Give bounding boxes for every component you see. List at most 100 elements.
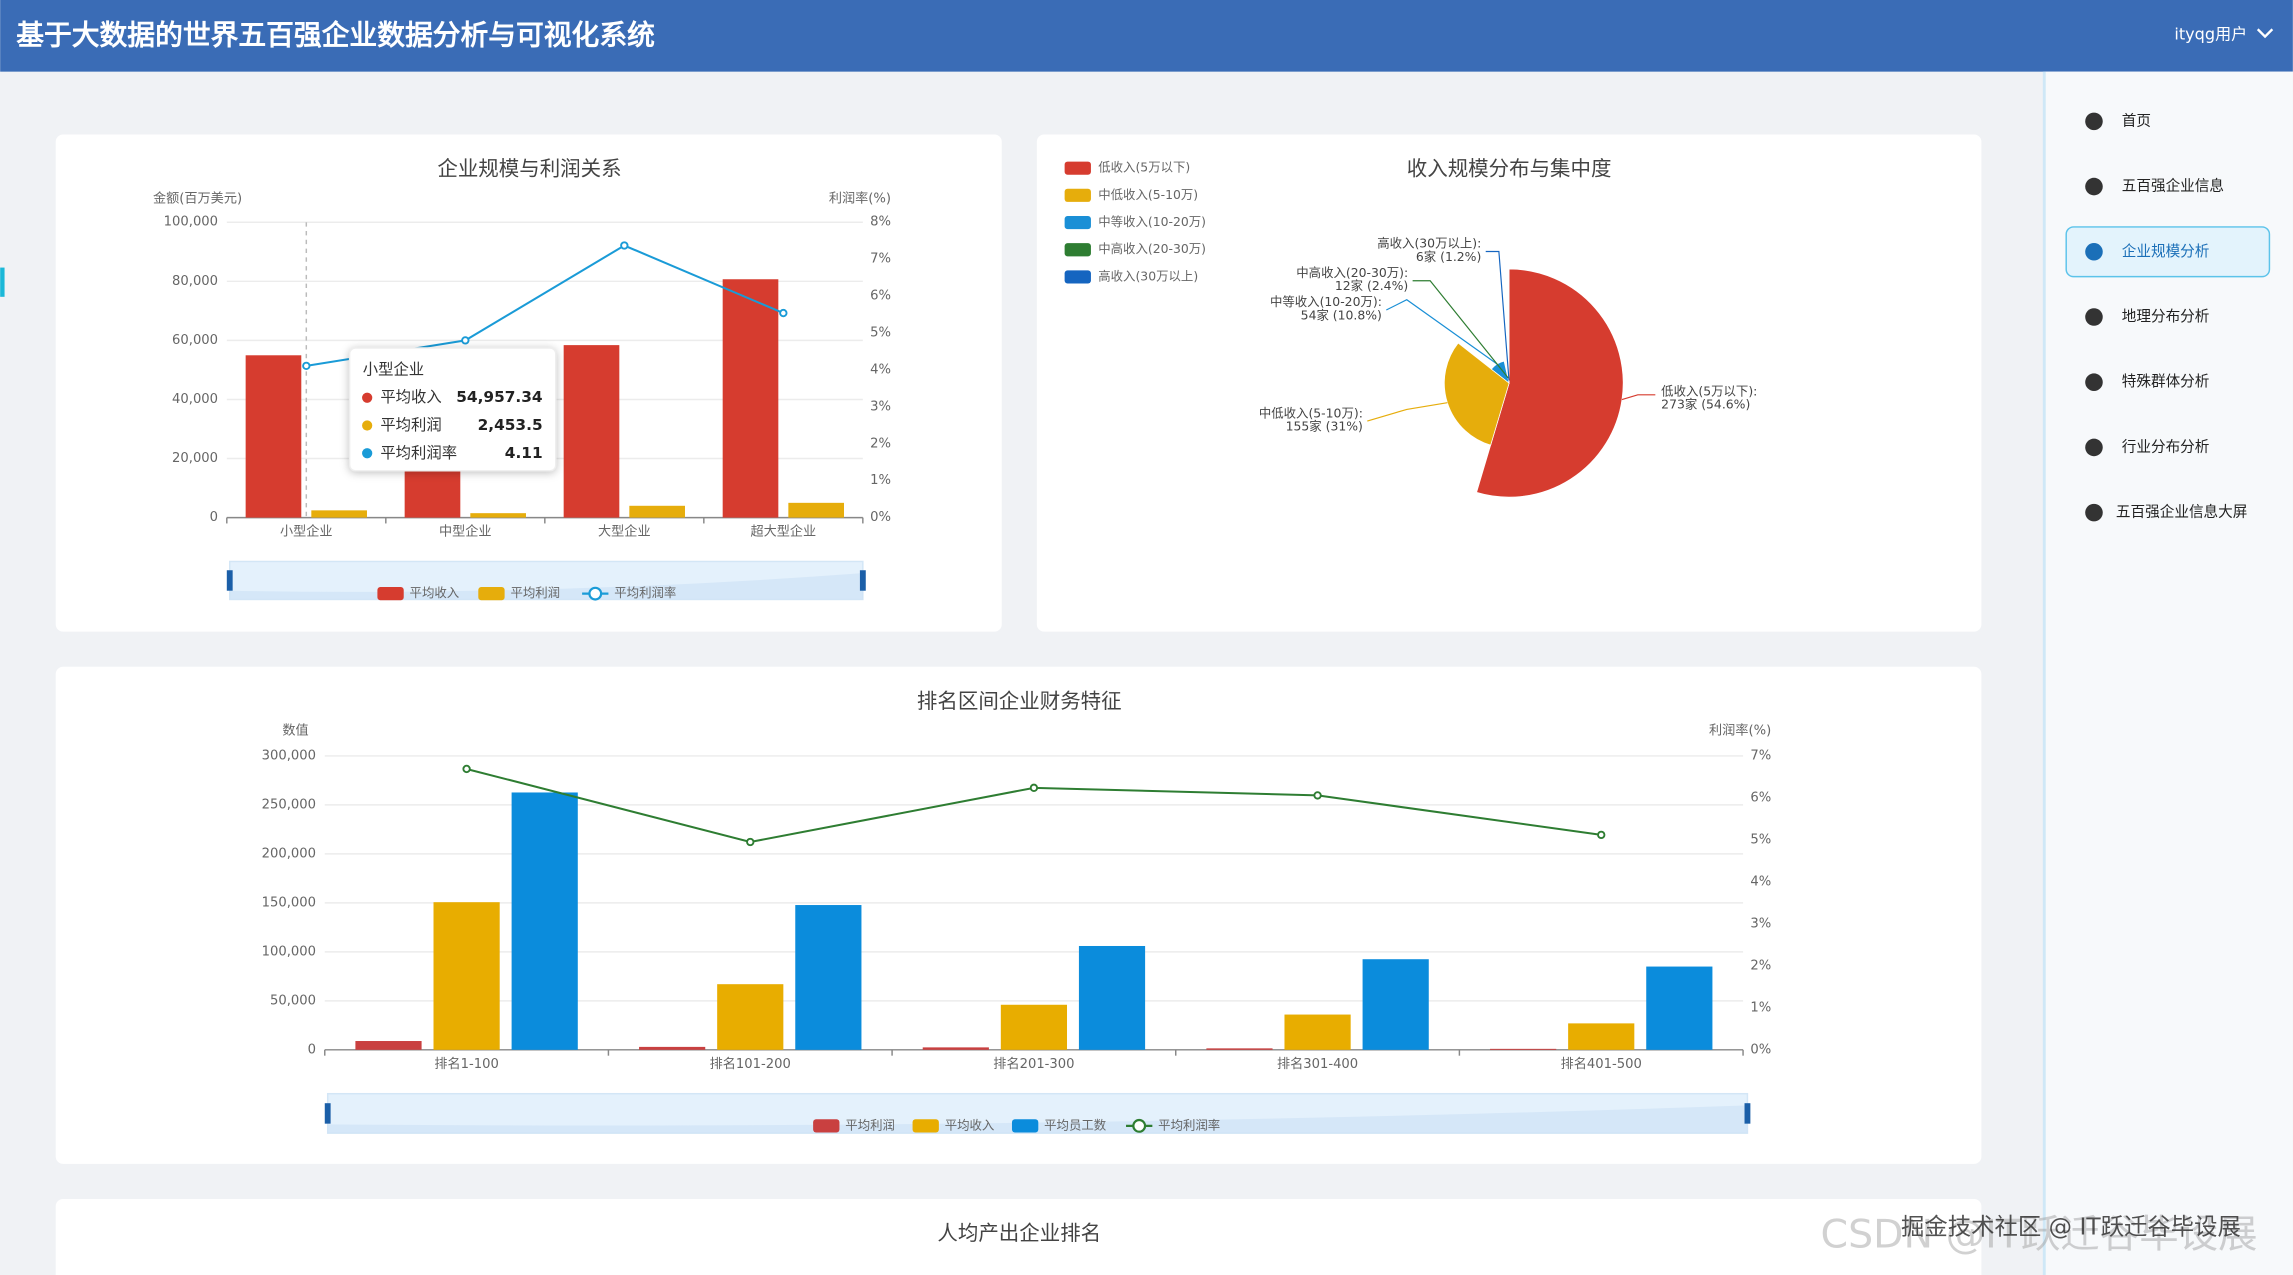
y2-tick-label: 2%	[870, 436, 891, 451]
slice-label-value: 273家 (54.6%)	[1661, 397, 1750, 412]
line-point	[746, 837, 755, 847]
bar	[470, 513, 526, 518]
line-point	[462, 764, 471, 774]
menu-icon	[2085, 308, 2103, 326]
legend-swatch[interactable]	[1064, 243, 1091, 257]
bar	[922, 1047, 989, 1050]
legend-label[interactable]: 平均利润率	[1158, 1117, 1220, 1132]
leader-line	[1621, 394, 1656, 401]
line-point	[1313, 791, 1322, 800]
bar	[311, 510, 367, 518]
y2-tick-label: 2%	[1750, 958, 1771, 973]
leader-line	[1386, 299, 1498, 365]
sidebar-border	[2042, 71, 2046, 1275]
y2-tick-label: 5%	[1750, 832, 1771, 847]
y2-tick-label: 3%	[1750, 916, 1771, 931]
x-tick-label: 排名101-200	[710, 1056, 791, 1072]
legend-label[interactable]: 平均利润	[845, 1117, 895, 1132]
legend-swatch[interactable]	[1011, 1119, 1039, 1133]
y2-tick-label: 0%	[1750, 1042, 1771, 1057]
y-tick-label: 300,000	[262, 748, 316, 763]
legend-label[interactable]: 中高收入(20-30万)	[1098, 241, 1206, 256]
legend-swatch[interactable]	[478, 587, 505, 601]
zoom-preview	[327, 1105, 1748, 1134]
slice-label-title: 中等收入(10-20万):	[1270, 294, 1382, 309]
legend-label[interactable]: 中等收入(10-20万)	[1098, 214, 1206, 229]
legend-swatch[interactable]	[1064, 161, 1091, 175]
y-tick-label: 60,000	[172, 333, 218, 348]
menu-item[interactable]: 特殊群体分析	[2122, 373, 2210, 390]
bar	[1490, 1048, 1557, 1050]
y-tick-label: 250,000	[262, 797, 316, 812]
bar	[1000, 1004, 1068, 1050]
slice-label-value: 155家 (31%)	[1286, 418, 1363, 433]
menu-item[interactable]: 五百强企业信息大屏	[2116, 503, 2247, 521]
y-tick-label: 100,000	[262, 944, 316, 959]
bar	[355, 1041, 422, 1050]
legend-swatch[interactable]	[1064, 188, 1091, 202]
tooltip-name: 平均利润率	[380, 444, 457, 462]
menu-item[interactable]: 企业规模分析	[2122, 242, 2210, 260]
bar	[717, 984, 784, 1050]
bar	[511, 792, 578, 1050]
zoom-handle[interactable]	[1744, 1103, 1751, 1124]
bar	[1206, 1048, 1273, 1050]
legend-label[interactable]: 平均收入	[410, 585, 460, 600]
y2-axis-label: 利润率(%)	[1709, 722, 1771, 739]
legend-label[interactable]: 平均利润	[510, 585, 560, 600]
tooltip-value: 2,453.5	[478, 416, 543, 434]
legend-label[interactable]: 低收入(5万以下)	[1098, 160, 1190, 175]
y2-tick-label: 0%	[870, 510, 891, 525]
legend-label[interactable]: 高收入(30万以上)	[1098, 268, 1198, 283]
menu-item[interactable]: 首页	[2122, 112, 2151, 129]
line-point	[620, 241, 629, 250]
legend-label[interactable]: 平均利润率	[614, 585, 676, 600]
chart-title: 收入规模分布与集中度	[1407, 157, 1612, 181]
bar	[722, 279, 779, 518]
legend-swatch[interactable]	[377, 587, 404, 601]
slice-label-value: 6家 (1.2%)	[1416, 249, 1481, 264]
bar	[245, 355, 302, 518]
user-caret[interactable]	[2256, 28, 2274, 39]
x-tick-label: 中型企业	[439, 523, 492, 540]
legend-label[interactable]: 平均收入	[945, 1117, 995, 1132]
zoom-handle[interactable]	[226, 570, 233, 591]
pie-slice[interactable]	[1444, 342, 1510, 446]
tooltip-name: 平均利润	[380, 416, 441, 434]
y-tick-label: 200,000	[262, 846, 316, 861]
menu-item[interactable]: 行业分布分析	[2122, 438, 2210, 455]
y2-tick-label: 8%	[870, 215, 891, 230]
x-tick-label: 排名401-500	[1561, 1056, 1642, 1072]
legend-swatch[interactable]	[912, 1119, 939, 1133]
legend-label[interactable]: 中低收入(5-10万)	[1098, 187, 1198, 202]
menu-item[interactable]: 五百强企业信息	[2122, 177, 2224, 195]
bar	[1284, 1014, 1351, 1050]
legend-swatch[interactable]	[1064, 270, 1091, 284]
y2-tick-label: 1%	[870, 473, 891, 488]
y2-axis-label: 利润率(%)	[829, 189, 891, 206]
y-tick-label: 0	[210, 510, 218, 525]
slice-label-value: 54家 (10.8%)	[1301, 307, 1382, 322]
y-tick-label: 80,000	[172, 274, 218, 289]
legend-point[interactable]	[588, 586, 603, 601]
y2-tick-label: 7%	[1750, 748, 1771, 763]
menu-item[interactable]: 地理分布分析	[2122, 308, 2210, 325]
legend-swatch[interactable]	[813, 1119, 840, 1133]
y-tick-label: 20,000	[172, 451, 218, 466]
edge-marker	[0, 267, 5, 297]
leader-line	[1412, 280, 1509, 379]
zoom-handle[interactable]	[859, 570, 866, 591]
bar	[1362, 959, 1429, 1050]
legend-label[interactable]: 平均员工数	[1044, 1117, 1107, 1132]
user-menu[interactable]: ityqg用户	[2174, 25, 2247, 44]
y-axis-label: 数值	[282, 723, 308, 739]
zoom-handle[interactable]	[324, 1103, 331, 1124]
chart-title: 企业规模与利润关系	[437, 157, 621, 181]
legend-point[interactable]	[1132, 1118, 1147, 1133]
legend-swatch[interactable]	[1064, 215, 1091, 230]
chart-title: 人均产出企业排名	[937, 1221, 1101, 1245]
bar	[795, 905, 862, 1050]
tooltip-title: 小型企业	[363, 360, 424, 378]
bar	[563, 345, 620, 518]
